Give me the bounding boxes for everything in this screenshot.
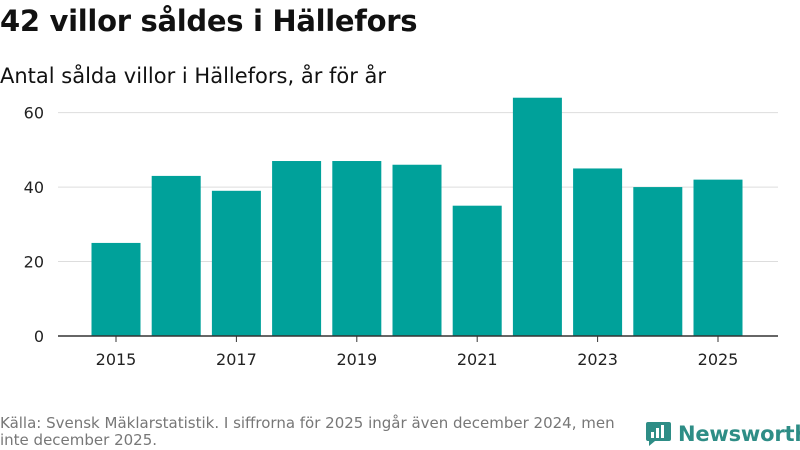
bar-2017: [211, 190, 261, 336]
chart-subtitle: Antal sålda villor i Hällefors, år för å…: [0, 64, 387, 88]
x-tick-label: 2023: [577, 350, 618, 369]
newsworthy-logo: Newsworthy: [645, 420, 800, 447]
x-tick-label: 2017: [216, 350, 257, 369]
bar-2018: [272, 161, 322, 336]
newsworthy-logo-text: Newsworthy: [678, 421, 800, 446]
source-note: Källa: Svensk Mäklarstatistik. I siffror…: [0, 414, 615, 449]
bar-2025: [693, 179, 743, 336]
y-tick-label: 20: [24, 253, 44, 272]
bar-2022: [512, 97, 562, 336]
bar-2020: [392, 164, 442, 336]
y-tick-label: 0: [34, 327, 44, 346]
x-tick-label: 2019: [336, 350, 377, 369]
x-tick-label: 2021: [457, 350, 498, 369]
y-tick-label: 60: [24, 104, 44, 123]
newsworthy-logo-icon: [646, 422, 671, 446]
y-tick-label: 40: [24, 178, 44, 197]
chart-title: 42 villor såldes i Hällefors: [0, 4, 418, 38]
bar-2016: [151, 175, 201, 336]
bar-chart: 0 20 40 60 2015 2017 2019 2021 2023 2025: [24, 97, 778, 369]
x-tick-label: 2015: [96, 350, 137, 369]
bar-2024: [633, 187, 683, 336]
bar-2021: [452, 205, 502, 336]
bar-2019: [332, 161, 382, 336]
bar-2023: [573, 168, 623, 336]
x-tick-label: 2025: [698, 350, 739, 369]
bar-2015: [91, 242, 141, 336]
